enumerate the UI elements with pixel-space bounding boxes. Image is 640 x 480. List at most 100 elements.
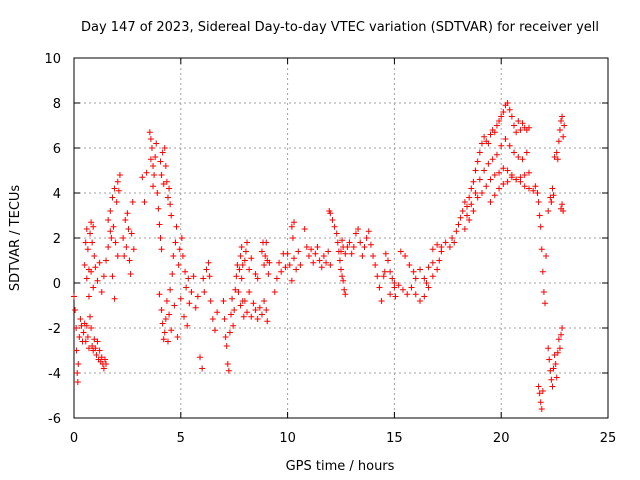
data-point: [139, 174, 146, 181]
data-point: [162, 163, 169, 169]
data-point: [111, 295, 118, 302]
data-point: [425, 264, 432, 271]
data-point: [389, 275, 396, 282]
data-point: [523, 149, 530, 156]
data-point: [278, 268, 285, 275]
data-point: [91, 336, 98, 343]
data-point: [162, 316, 169, 322]
data-point: [225, 367, 232, 374]
data-point: [325, 248, 332, 255]
data-point: [152, 154, 159, 160]
data-point: [291, 255, 298, 262]
data-point: [410, 268, 417, 275]
data-point: [434, 241, 441, 248]
x-tick-label: 20: [493, 431, 510, 446]
data-point: [554, 349, 561, 356]
data-point: [374, 273, 381, 280]
data-point: [199, 365, 206, 372]
data-point: [159, 320, 166, 327]
data-point: [96, 259, 103, 266]
data-point: [476, 149, 483, 156]
data-point: [77, 316, 84, 322]
data-point: [318, 264, 325, 271]
data-point: [438, 244, 445, 250]
data-point: [261, 298, 268, 304]
data-point: [192, 304, 199, 311]
data-point: [346, 239, 353, 246]
data-point: [85, 345, 92, 352]
data-point: [451, 239, 458, 246]
data-point: [487, 199, 494, 205]
data-point: [74, 370, 81, 376]
data-point: [466, 217, 473, 223]
data-point: [252, 307, 259, 313]
data-point: [378, 298, 385, 304]
data-point: [288, 223, 295, 230]
data-point: [92, 264, 99, 271]
data-point: [421, 275, 428, 282]
data-point: [543, 253, 550, 259]
data-point: [143, 169, 150, 176]
data-point: [111, 185, 118, 192]
data-point: [235, 289, 242, 295]
data-point: [352, 230, 359, 237]
data-point: [436, 257, 443, 264]
data-point: [399, 286, 406, 293]
data-point: [263, 239, 270, 246]
data-point: [342, 291, 349, 298]
data-point: [461, 226, 468, 232]
data-point: [556, 127, 563, 133]
data-point: [541, 300, 548, 307]
data-point: [90, 284, 97, 291]
data-point: [521, 183, 528, 190]
data-point: [312, 250, 319, 257]
data-point: [101, 356, 108, 363]
data-point: [238, 244, 245, 250]
data-point: [530, 187, 537, 194]
data-point: [221, 316, 228, 322]
data-point: [183, 284, 190, 291]
data-point: [96, 347, 103, 354]
data-point: [160, 336, 167, 343]
data-point: [338, 248, 344, 255]
data-point: [554, 156, 561, 163]
data-point: [461, 199, 468, 205]
data-point: [470, 208, 477, 214]
data-point: [163, 178, 170, 185]
data-point: [323, 259, 330, 266]
data-point: [126, 257, 133, 264]
data-point: [474, 158, 481, 165]
data-point: [556, 345, 563, 352]
data-point: [98, 289, 105, 295]
grid-lines: [74, 58, 608, 418]
data-point: [164, 194, 171, 201]
data-point: [496, 118, 503, 124]
data-point: [404, 291, 411, 298]
y-tick-label: -4: [48, 367, 61, 382]
data-point: [73, 347, 80, 354]
data-point: [241, 257, 248, 264]
data-point: [161, 145, 168, 151]
data-point: [423, 280, 430, 286]
data-point: [108, 235, 115, 241]
data-point: [517, 178, 524, 185]
data-point: [381, 268, 388, 275]
data-point: [200, 275, 207, 282]
data-point: [442, 239, 449, 246]
data-point: [340, 277, 347, 284]
data-point: [392, 293, 399, 300]
data-point: [224, 361, 231, 367]
data-point: [94, 277, 101, 284]
data-point: [555, 138, 562, 145]
data-point: [397, 248, 404, 255]
data-point: [90, 223, 97, 230]
data-point: [314, 244, 321, 250]
data-point: [457, 214, 464, 221]
data-point: [158, 172, 165, 178]
data-point: [120, 235, 127, 241]
data-point: [559, 325, 566, 331]
data-point: [468, 201, 475, 208]
data-point: [93, 352, 100, 358]
data-point: [163, 298, 170, 304]
data-point: [226, 329, 233, 336]
